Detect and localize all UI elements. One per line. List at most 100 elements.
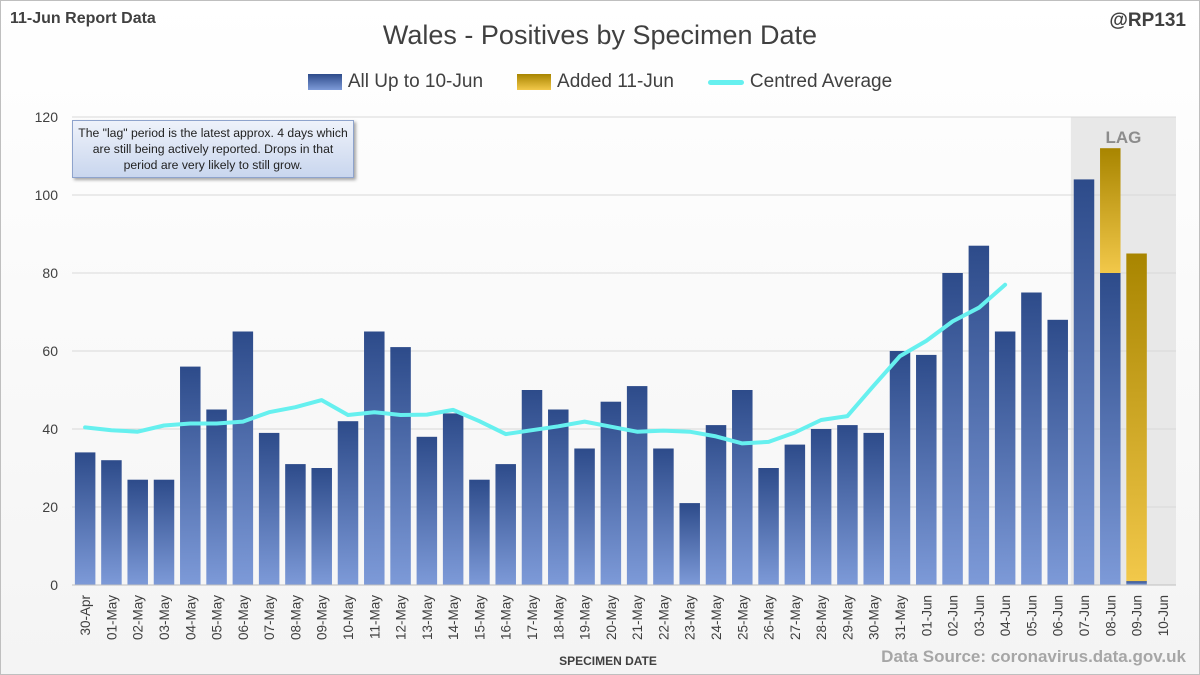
bar-base (889, 351, 911, 585)
bar-base (127, 479, 148, 585)
x-tick-label: 10-May (341, 595, 356, 640)
report-label: 11-Jun Report Data (10, 10, 156, 27)
x-tick-label: 20-May (604, 595, 619, 640)
bar-base (1126, 581, 1147, 585)
x-tick-label: 16-May (499, 595, 514, 640)
legend-label-base: All Up to 10-Jun (347, 71, 484, 92)
bar-base (416, 436, 438, 585)
bar-base (74, 452, 96, 585)
bar-base (1047, 319, 1068, 585)
x-tick-label: 10-Jun (1156, 595, 1171, 636)
lag-explanation-note: The "lag" period is the latest approx. 4… (72, 120, 354, 178)
x-tick-label: 07-Jun (1077, 595, 1092, 636)
x-tick-label: 23-May (683, 595, 698, 640)
x-tick-label: 27-May (788, 595, 803, 640)
bar-base (101, 460, 122, 585)
x-tick-label: 02-May (131, 595, 146, 640)
bar-base (337, 421, 359, 585)
bar-added (1100, 148, 1121, 273)
legend-swatch-base (307, 74, 342, 90)
x-tick-label: 30-May (867, 595, 882, 640)
bar-base (364, 331, 385, 585)
x-tick-label: 31-May (893, 595, 908, 640)
bar-added (1126, 253, 1147, 582)
bar-base (180, 366, 201, 585)
centred-average-line (83, 282, 1008, 446)
bar-base (758, 468, 779, 585)
data-source: Data Source: coronavirus.data.gov.uk (881, 647, 1186, 666)
bar-base (1100, 273, 1121, 585)
x-tick-label: 19-May (578, 595, 593, 640)
bar-base (258, 432, 280, 585)
x-tick-label: 25-May (735, 595, 750, 640)
x-tick-label: 04-May (183, 595, 198, 640)
x-tick-label: 11-May (367, 595, 382, 639)
y-tick-label: 0 (50, 577, 58, 593)
bar-base (994, 331, 1016, 585)
x-tick-label: 29-May (840, 595, 855, 640)
y-axis-ticks: 0 20 40 60 80 100 120 (35, 109, 59, 593)
bar-base (916, 354, 937, 585)
bar-base (311, 468, 332, 585)
x-tick-label: 04-Jun (998, 595, 1013, 636)
x-tick-label: 30-Apr (78, 595, 93, 636)
bar-base (942, 273, 963, 585)
x-tick-label: 06-Jun (1051, 595, 1066, 636)
bar-base (810, 429, 832, 585)
bar-base (1021, 292, 1042, 585)
x-tick-label: 12-May (394, 595, 409, 640)
legend-swatch-added (517, 74, 552, 90)
bar-base (705, 425, 727, 585)
legend-item-base: All Up to 10-Jun (307, 71, 484, 93)
legend-item-average: Centred Average (707, 71, 893, 93)
author-handle: @RP131 (1109, 10, 1186, 31)
bar-base (495, 464, 516, 585)
x-tick-label: 13-May (420, 595, 435, 640)
x-tick-label: 05-Jun (1024, 595, 1039, 636)
x-axis-title: SPECIMEN DATE (559, 654, 657, 668)
x-tick-label: 28-May (814, 595, 829, 640)
bar-base (784, 444, 806, 585)
x-tick-label: 01-May (104, 595, 119, 640)
x-tick-label: 15-May (472, 595, 487, 640)
gridlines (72, 116, 1176, 508)
bar-base (521, 390, 543, 585)
x-tick-label: 18-May (551, 595, 566, 640)
bar-base (442, 413, 464, 585)
x-tick-label: 14-May (446, 595, 461, 640)
bar-base (968, 245, 990, 585)
bar-base (390, 347, 411, 585)
y-tick-label: 40 (42, 421, 58, 437)
bar-base (285, 464, 306, 585)
x-tick-label: 21-May (630, 595, 645, 640)
legend-item-added: Added 11-Jun (517, 71, 674, 93)
legend-label-added: Added 11-Jun (557, 71, 674, 92)
lag-label: LAG (1105, 128, 1141, 147)
y-tick-label: 80 (42, 265, 58, 281)
bar-base (837, 425, 858, 585)
bar-base (863, 432, 884, 585)
x-tick-label: 03-May (157, 595, 172, 640)
bar-base (469, 479, 490, 585)
legend: All Up to 10-Jun Added 11-Jun Centred Av… (0, 71, 1200, 93)
x-tick-label: 08-Jun (1103, 595, 1118, 636)
bar-base (232, 331, 254, 585)
bar-base (600, 401, 622, 585)
legend-label-average: Centred Average (749, 71, 893, 92)
y-tick-label: 100 (35, 187, 59, 203)
x-tick-label: 22-May (656, 595, 671, 640)
x-tick-label: 03-Jun (972, 595, 987, 636)
y-tick-label: 20 (42, 499, 58, 515)
y-tick-label: 60 (42, 343, 58, 359)
legend-swatch-average (707, 79, 744, 85)
x-tick-label: 09-May (315, 595, 330, 640)
x-tick-label: 07-May (262, 595, 277, 640)
bars (74, 148, 1147, 585)
bar-base (653, 448, 674, 585)
bar-base (574, 448, 595, 585)
x-tick-label: 05-May (210, 595, 225, 640)
bar-base (206, 409, 227, 585)
x-tick-label: 01-Jun (919, 595, 934, 636)
x-tick-label: 26-May (762, 595, 777, 640)
